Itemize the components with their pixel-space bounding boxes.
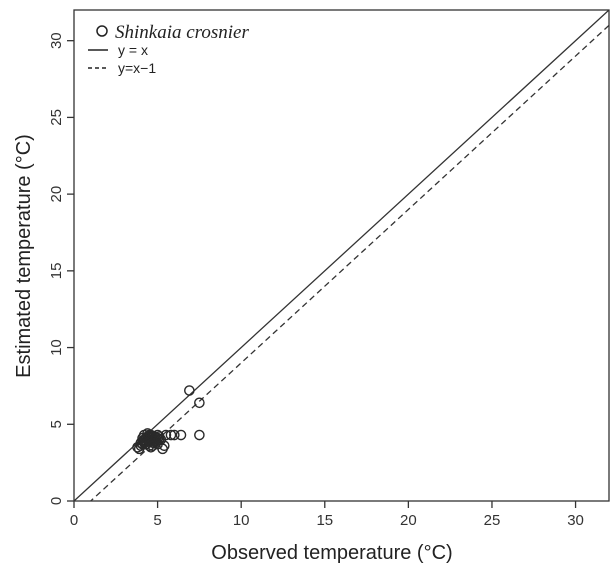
legend-label-y-equals-x: y = x: [118, 42, 148, 58]
y-tick-label: 15: [48, 263, 65, 280]
data-point: [169, 429, 180, 441]
y-tick-label: 10: [48, 339, 65, 356]
legend-label-series: Shinkaia crosnier: [115, 22, 249, 43]
y-tick-label: 20: [48, 186, 65, 203]
legend: Shinkaia crosnier y = x y=x−1: [88, 22, 249, 76]
y-tick-label: 30: [48, 32, 65, 49]
x-tick-label: 10: [233, 512, 250, 529]
data-point: [184, 385, 195, 396]
x-axis-ticks: 0 5 10 15 20 25 30: [70, 501, 584, 529]
plot-frame: [73, 9, 610, 502]
x-tick-label: 15: [316, 512, 333, 529]
data-points: [132, 385, 205, 455]
data-point: [147, 440, 158, 452]
x-tick-label: 0: [70, 512, 78, 529]
y-tick-label: 5: [48, 420, 65, 428]
x-tick-label: 25: [484, 512, 501, 529]
data-point: [175, 429, 187, 441]
x-tick-label: 20: [400, 512, 417, 529]
y-tick-label: 0: [48, 497, 65, 505]
y-axis-ticks: 0 5 10 15 20 25 30: [48, 32, 74, 505]
x-tick-label: 30: [567, 512, 584, 529]
data-point: [194, 397, 205, 409]
y-tick-label: 25: [48, 109, 65, 126]
y-axis-title: Estimated temperature (°C): [13, 134, 35, 378]
data-point: [153, 434, 165, 445]
x-tick-label: 5: [153, 512, 161, 529]
data-point: [194, 429, 205, 441]
legend-marker-open-circle: [96, 25, 108, 37]
legend-label-y-equals-x-minus-1: y=x−1: [118, 60, 156, 76]
data-point: [137, 435, 148, 447]
x-axis-title: Observed temperature (°C): [211, 542, 452, 564]
data-point: [165, 429, 177, 441]
reference-line-y-equals-x: [74, 10, 609, 501]
